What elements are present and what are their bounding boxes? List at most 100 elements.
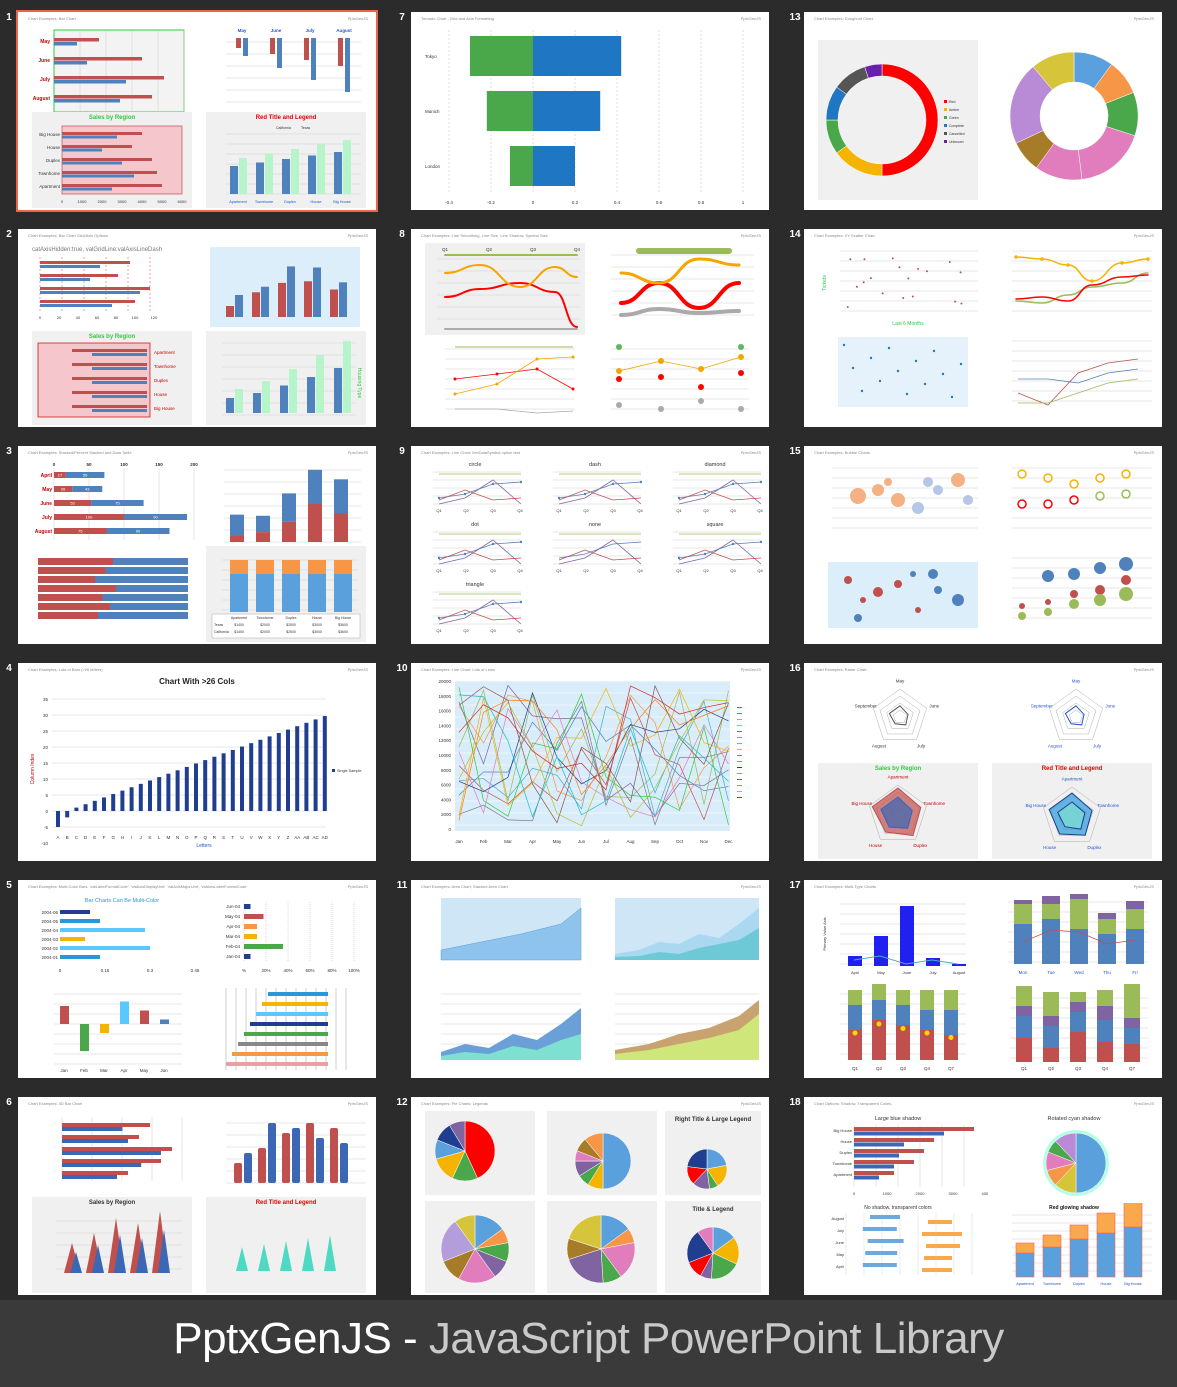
chart-label: 17 (58, 473, 63, 478)
chart-label: 3000 (118, 199, 128, 204)
chart-bar (40, 300, 135, 303)
chart-label: Townhome (833, 1161, 853, 1166)
chart-label: 60 (95, 315, 100, 320)
slide-canvas[interactable]: Chart Examples: Pie Charts: Legends PptxG… (411, 1097, 769, 1295)
chart-bar (1070, 899, 1088, 929)
chart-bar (194, 763, 198, 811)
data-point (453, 392, 457, 396)
slide-canvas[interactable]: Tornado Chart - Grid and Axis Formatting… (411, 12, 769, 210)
chart-label: May (238, 28, 247, 33)
slide-canvas[interactable]: Chart Examples: Bar Chart Grid/Axis Opti… (18, 229, 376, 427)
chart-label: Last 6 Months (892, 321, 924, 327)
slide-canvas[interactable]: Chart Options: Shadow, Transparent Color… (804, 1097, 1162, 1295)
data-point (925, 270, 928, 273)
slide-number: 10 (396, 663, 408, 674)
bubble (1043, 473, 1053, 483)
chart-bar (230, 514, 244, 536)
chart-pane (832, 467, 978, 529)
data-point (677, 556, 681, 560)
slide-canvas[interactable]: Chart Examples: Area Chart, Stacked Area… (411, 880, 769, 1078)
chart-bar (1069, 1224, 1089, 1240)
slide-canvas[interactable]: Chart Examples: Doughnut Chart PptxGenJS R… (804, 12, 1162, 210)
chart-bar (1014, 900, 1032, 904)
chart-bar (270, 38, 275, 54)
chart-bar (1069, 1238, 1089, 1278)
slide-canvas[interactable]: Chart Examples: Line Chart: lineDataSymb… (411, 446, 769, 644)
radar-grid (1049, 688, 1103, 740)
area-series (440, 907, 582, 961)
chart-bar (1097, 1020, 1113, 1042)
slide-canvas[interactable]: Chart Examples: Radar Chart PptxGenJS May J… (804, 663, 1162, 861)
chart-pane (56, 1211, 182, 1273)
chart-bar (60, 937, 85, 941)
chart-label: 40 (76, 315, 81, 320)
slide-canvas[interactable]: Chart Examples: 3D Bar Chart PptxGenJS Sal… (18, 1097, 376, 1295)
data-point (519, 600, 523, 604)
chart-bar (1098, 919, 1116, 934)
chart-label: Q1 (1021, 1066, 1028, 1071)
chart-label: S (222, 835, 225, 840)
chart-bar (60, 946, 150, 950)
chart-bar (239, 158, 247, 194)
chart-bar (62, 1147, 172, 1151)
chart-label: AC (312, 835, 319, 840)
chart-bar (334, 152, 342, 194)
chart-label: M (167, 835, 171, 840)
chart-bar (1070, 1032, 1086, 1062)
slide-brand-label: PptxGenJS (1133, 1101, 1154, 1106)
slide-canvas[interactable]: Chart Examples: Line Smoothing, Line Siz… (411, 229, 769, 427)
chart-pane (1012, 467, 1152, 529)
chart-bar (1016, 1006, 1032, 1016)
chart-pane (226, 1122, 366, 1184)
chart-bar (238, 1042, 328, 1046)
chart-bar (54, 95, 152, 99)
plot-area (828, 562, 978, 628)
legend-swatch (737, 755, 742, 756)
data-point (495, 372, 499, 376)
slide-canvas[interactable]: Chart Examples: Lots of Bars (>26 letter… (18, 663, 376, 861)
slide-canvas[interactable]: Chart Examples: Bubble Charts PptxGenJS (804, 446, 1162, 644)
slide-canvas[interactable]: Chart Examples: Bar Chart PptxGenJS May Jun… (16, 10, 378, 212)
panel-title: dot (471, 522, 479, 528)
chart-label: Apartment (154, 350, 176, 355)
chart-label: O (185, 835, 189, 840)
data-point (453, 377, 457, 381)
chart-bar (92, 800, 97, 811)
chart-bar (343, 140, 351, 194)
data-point (738, 344, 744, 350)
data-point (862, 281, 865, 284)
slide-canvas[interactable]: Chart Examples: Multi-Type Charts PptxGen… (804, 880, 1162, 1078)
chart-bar (865, 1251, 898, 1255)
legend-swatch (944, 132, 947, 135)
slide-canvas[interactable]: Chart Examples: Line Chart: Lots of Line… (411, 663, 769, 861)
legend-swatch (737, 761, 742, 762)
chart-label: Apartment (39, 184, 61, 189)
chart-label: 20% (261, 968, 270, 973)
chart-label: 0 (45, 809, 48, 814)
chart-bar (54, 61, 87, 65)
slide-canvas[interactable]: Chart Examples: XY Scatter Chart PptxGenJ… (804, 229, 1162, 427)
chart-bar (72, 486, 103, 492)
chart-label: -0.4 (445, 200, 453, 205)
caption-text: PptxGenJS - JavaScript PowerPoint Librar… (0, 1314, 1177, 1364)
chart-label: Tokyo (425, 54, 437, 59)
chart-bar (313, 267, 321, 317)
chart-bar (40, 274, 118, 277)
chart-bar (140, 1010, 149, 1024)
slide-canvas[interactable]: Chart Examples: Stacked/Percent Stacked … (18, 446, 376, 644)
chart-label: Apartment (231, 616, 247, 620)
chart-bar (100, 1024, 109, 1033)
slide-canvas[interactable]: Chart Examples: Multi-Color Bars, 'catLa… (18, 880, 376, 1078)
slide-brand-label: PptxGenJS (740, 233, 761, 238)
chart-label: Complete (949, 124, 964, 128)
chart-bar (322, 716, 327, 811)
chart-pane: 0 20 40 60 80 100 120 (39, 257, 158, 320)
series-line (853, 955, 959, 965)
chart-bar (872, 984, 886, 1000)
chart-bar (1042, 904, 1060, 919)
chart-bar (256, 1012, 328, 1016)
series-line (458, 685, 729, 791)
chart-label: Amber (949, 108, 960, 112)
chart-label: Q4 (637, 508, 643, 513)
chart-label: Q1 (852, 1066, 859, 1071)
